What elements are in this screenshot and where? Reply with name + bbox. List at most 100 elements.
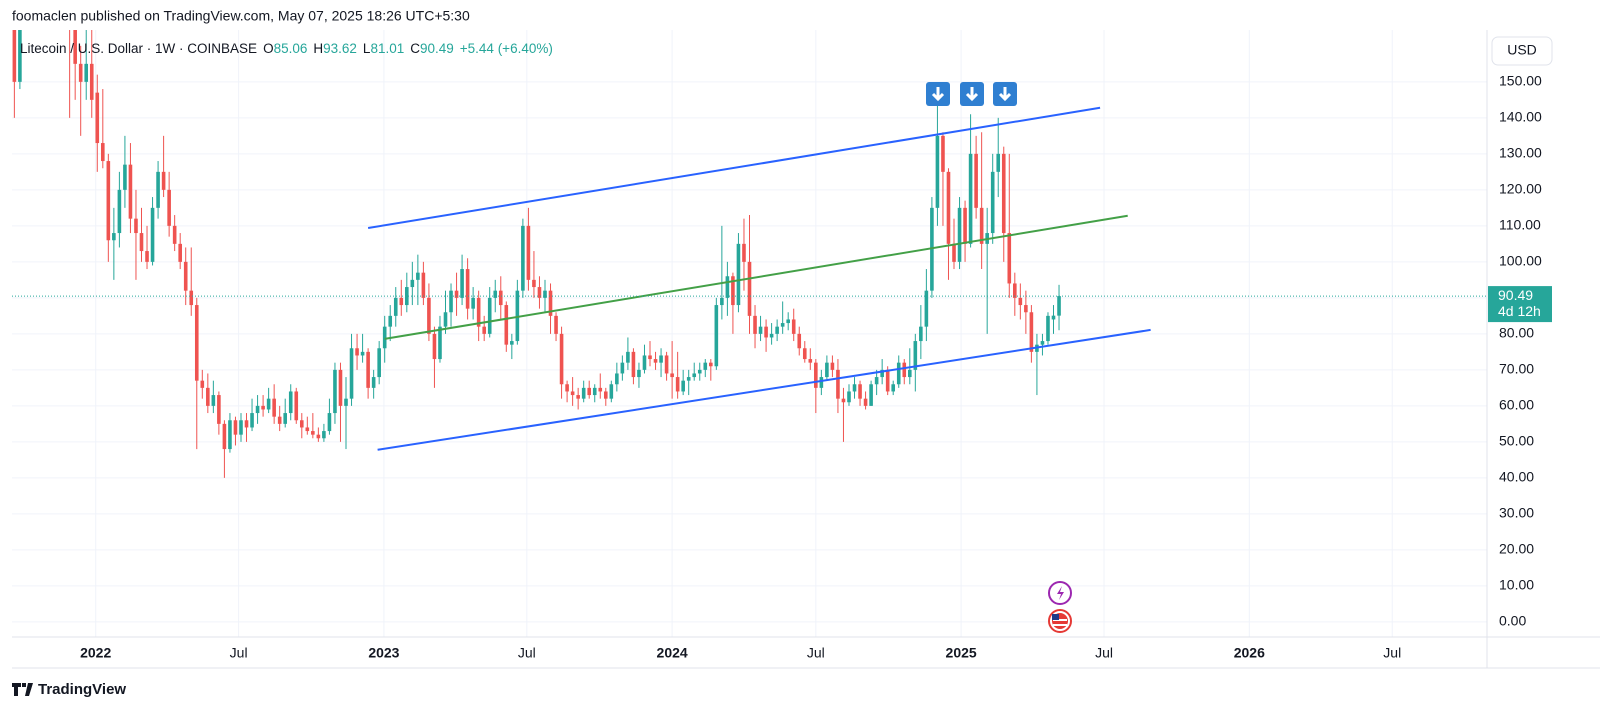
- candle-body: [526, 225, 531, 280]
- candle-body: [852, 384, 857, 392]
- candle-body: [1057, 296, 1061, 316]
- candle-body: [145, 251, 149, 262]
- candle-body: [603, 391, 608, 399]
- candle-body: [101, 143, 105, 162]
- x-tick-label: Jul: [230, 645, 248, 661]
- candle-body: [869, 384, 873, 406]
- candle-body: [1040, 341, 1045, 345]
- candle-body: [78, 63, 83, 82]
- x-tick-label: Jul: [1095, 645, 1113, 661]
- y-tick-label: 150.00: [1499, 73, 1542, 89]
- candle-body: [686, 377, 691, 381]
- candle-body: [714, 305, 719, 367]
- trendline: [367, 106, 1101, 229]
- candle-body: [1029, 312, 1034, 352]
- candle-body: [548, 290, 553, 316]
- countdown: 4d 12h: [1498, 303, 1541, 319]
- candle-body: [139, 233, 144, 252]
- symbol: Litecoin / U.S. Dollar · 1W · COINBASE: [20, 41, 257, 56]
- candle-body: [504, 305, 509, 345]
- y-tick-label: 20.00: [1499, 541, 1534, 557]
- candle-body: [222, 423, 227, 450]
- candle-body: [1007, 233, 1012, 284]
- candle-body: [841, 398, 846, 403]
- candle-body: [427, 297, 431, 334]
- candle-body: [742, 243, 746, 262]
- candle-body: [885, 369, 890, 392]
- candle-body: [294, 391, 299, 421]
- candle-body: [874, 377, 879, 385]
- candle-body: [338, 369, 343, 406]
- candle-body: [476, 297, 481, 327]
- candle-body: [891, 384, 896, 392]
- y-tick-label: 40.00: [1499, 469, 1534, 485]
- candle-body: [255, 405, 260, 414]
- candle-body: [161, 171, 166, 190]
- candle-body: [935, 135, 940, 208]
- candle-body: [18, 30, 22, 82]
- candle-body: [333, 369, 337, 414]
- candle-body: [847, 391, 851, 403]
- event-icons[interactable]: [1048, 581, 1072, 633]
- candle-body: [836, 369, 840, 399]
- candle-body: [780, 323, 785, 327]
- candle-body: [681, 380, 685, 392]
- candle-body: [178, 243, 182, 262]
- candle-body: [150, 207, 155, 262]
- candle-body: [360, 351, 365, 356]
- legend-key: L: [363, 41, 371, 56]
- y-tick-label: 30.00: [1499, 505, 1534, 521]
- candle-body: [996, 153, 1001, 172]
- candle-body: [802, 348, 807, 360]
- candle-body: [764, 326, 768, 338]
- candle-body: [570, 391, 575, 396]
- logo: [12, 683, 33, 696]
- candle-body: [609, 384, 614, 399]
- candle-body: [299, 420, 304, 428]
- candle-body: [393, 297, 398, 316]
- y-tick-label: 10.00: [1499, 577, 1534, 593]
- candle-body: [814, 362, 818, 388]
- candle-body: [720, 297, 724, 306]
- candle-body: [907, 369, 912, 378]
- candle-body: [250, 413, 254, 428]
- candle-body: [1046, 315, 1050, 342]
- legend-value: 81.01: [370, 41, 404, 56]
- candle-body: [189, 290, 194, 306]
- candle-body: [725, 276, 730, 298]
- candle-body: [206, 387, 210, 406]
- candle-body: [12, 30, 17, 82]
- candle-body: [277, 416, 282, 424]
- candle-body: [896, 362, 901, 385]
- currency[interactable]: USD: [1507, 42, 1537, 58]
- candle-body: [902, 362, 907, 378]
- candle-body: [498, 290, 503, 306]
- x-tick-label: Jul: [1383, 645, 1401, 661]
- legend: Litecoin / U.S. Dollar · 1W · COINBASE O8…: [20, 41, 553, 56]
- candle-body: [758, 326, 763, 334]
- candle-body: [454, 290, 459, 298]
- candle-body: [283, 413, 288, 424]
- legend-key: C: [410, 41, 420, 56]
- candle-body: [377, 348, 381, 378]
- candle-body: [388, 315, 393, 327]
- candle-body: [968, 153, 973, 244]
- y-tick-label: 100.00: [1499, 253, 1542, 269]
- candle-body: [598, 387, 603, 392]
- candle-body: [233, 420, 238, 435]
- candle-body: [703, 362, 708, 370]
- candle-body: [736, 243, 741, 306]
- y-tick-label: 130.00: [1499, 145, 1542, 161]
- candle-body: [355, 348, 359, 356]
- candle-body: [670, 373, 674, 378]
- candle-body: [244, 420, 249, 428]
- candle-body: [405, 287, 409, 306]
- candle-body: [880, 369, 884, 378]
- x-tick-label: Jul: [807, 645, 825, 661]
- legend-key: +5.44 (+6.40%): [460, 41, 553, 56]
- candle-body: [797, 333, 802, 349]
- candle-body: [659, 355, 663, 363]
- currency-button[interactable]: [1491, 36, 1553, 66]
- candle-body: [786, 319, 790, 324]
